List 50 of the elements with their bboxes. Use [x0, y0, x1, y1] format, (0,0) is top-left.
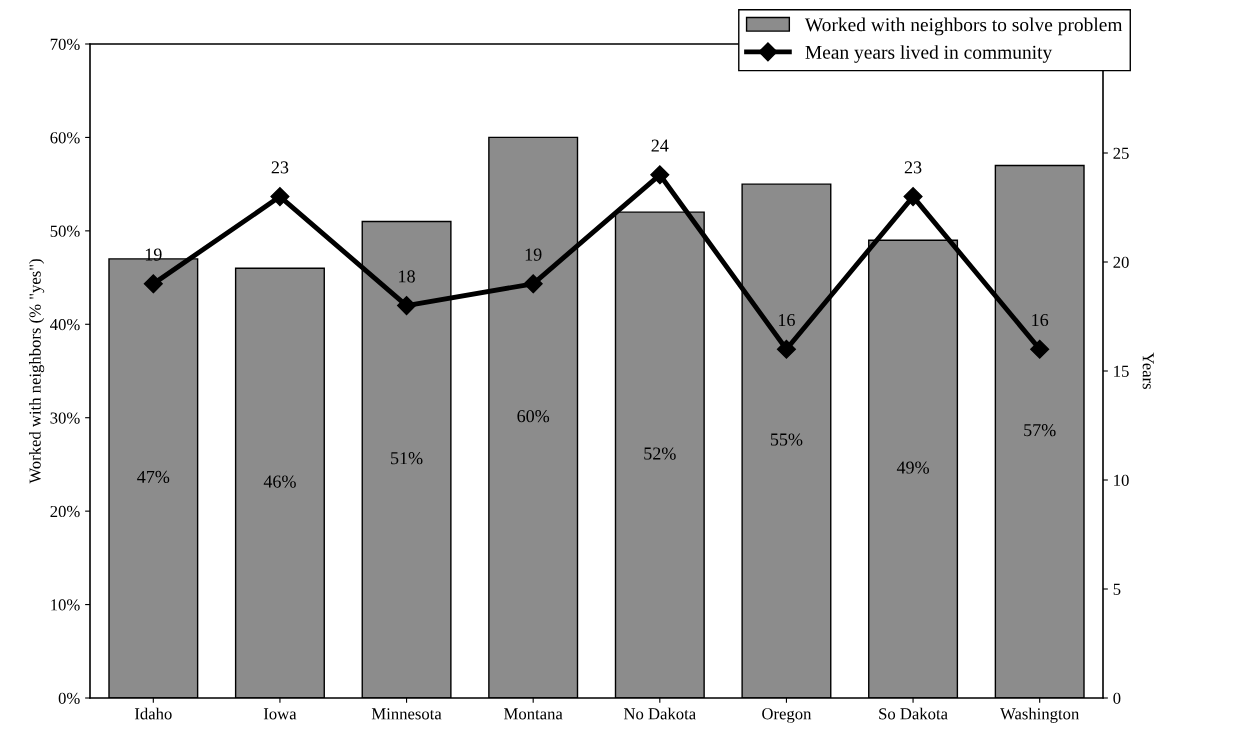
y-tick-label: 10% — [51, 599, 80, 611]
data-label: 24 — [651, 139, 669, 152]
point — [270, 187, 290, 207]
y-tick-label: 30% — [50, 412, 80, 424]
y2-tick-label: 20 — [1113, 256, 1129, 268]
y-tick-label: 0% — [58, 692, 80, 704]
x-tick-label: Montana — [504, 708, 563, 720]
data-label: 18 — [399, 270, 415, 283]
data-label: 19 — [145, 248, 162, 261]
data-label: 51% — [391, 452, 423, 465]
legend-label: Mean years lived in community — [805, 45, 1053, 63]
y-axis-title: Worked with neighbors (% "yes") — [29, 259, 45, 484]
y2-tick-label: 5 — [1113, 583, 1121, 595]
point — [776, 339, 796, 359]
data-label: 19 — [525, 248, 542, 261]
y-tick-label: 40% — [50, 318, 80, 331]
data-label: 55% — [770, 433, 803, 446]
data-label: 16 — [779, 313, 795, 327]
data-label: 16 — [1032, 313, 1049, 327]
data-label: 49% — [896, 461, 929, 474]
x-tick-label: Iowa — [263, 708, 297, 720]
point — [1030, 339, 1050, 359]
point — [650, 165, 670, 185]
x-tick-label: Idaho — [134, 707, 172, 720]
point — [397, 296, 417, 316]
x-tick-label: So Dakota — [879, 707, 948, 720]
point — [903, 187, 923, 207]
y2-tick-label: 0 — [1113, 692, 1121, 704]
data-label: 47% — [137, 470, 170, 484]
legend-label: Worked with neighbors to solve problem — [804, 17, 1123, 36]
x-tick-label: No Dakota — [623, 707, 696, 720]
y-tick-label: 20% — [50, 505, 80, 518]
data-label: 23 — [271, 161, 289, 174]
y-tick-label: 50% — [50, 225, 80, 237]
data-label: 57% — [1024, 424, 1056, 437]
data-label: 60% — [517, 410, 550, 423]
x-tick-label: Washington — [1000, 707, 1080, 723]
y-tick-label: 70% — [50, 38, 80, 50]
x-tick-label: Minnesota — [371, 708, 442, 720]
y-tick-label: 60% — [50, 132, 80, 144]
point — [143, 274, 163, 294]
data-label: 52% — [644, 447, 676, 460]
y2-axis-title: Years — [1142, 352, 1154, 389]
y2-tick-label: 10 — [1114, 474, 1129, 486]
data-label: 46% — [263, 475, 296, 488]
point — [523, 274, 543, 294]
x-tick-label: Oregon — [762, 708, 812, 723]
y2-tick-label: 25 — [1113, 147, 1129, 159]
y2-tick-label: 15 — [1114, 365, 1129, 377]
data-label: 23 — [904, 161, 922, 174]
